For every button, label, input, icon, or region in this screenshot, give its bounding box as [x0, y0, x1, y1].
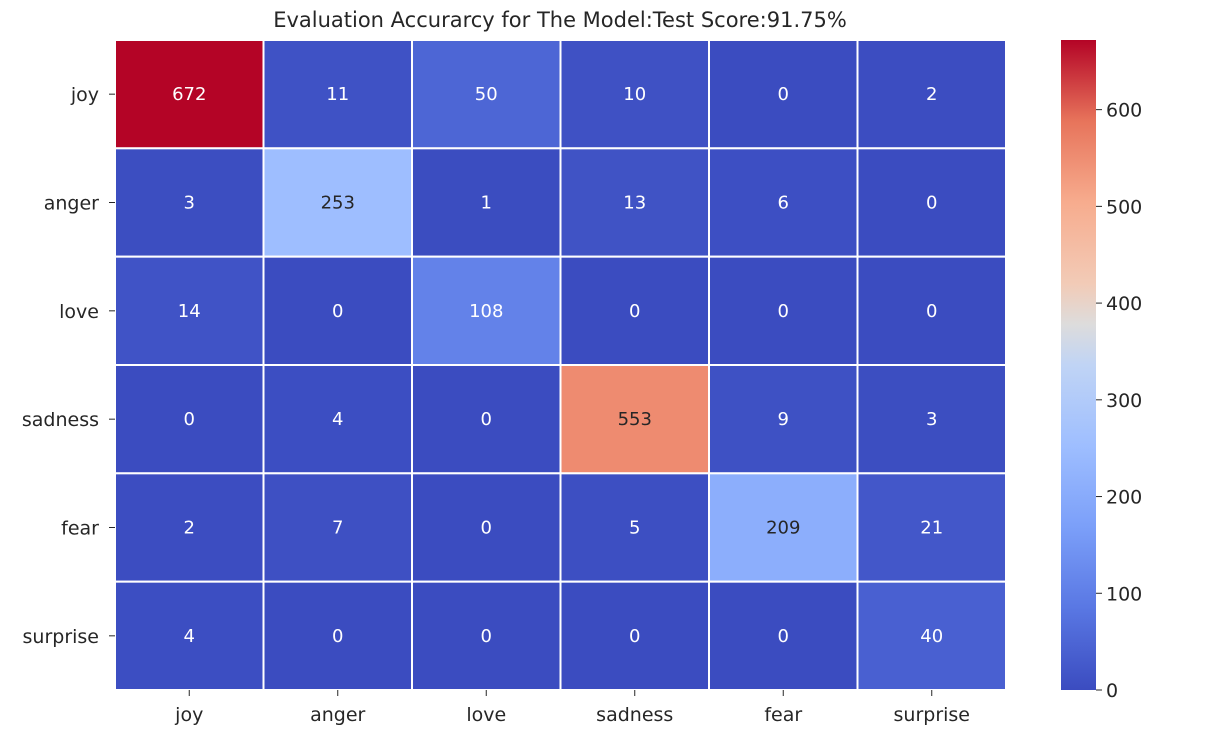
- heatmap-cell-love-sadness: [559, 255, 710, 366]
- x-tick-label-joy: joy: [174, 704, 203, 726]
- cell-value-label: 0: [926, 301, 937, 322]
- x-tick-label-sadness: sadness: [596, 704, 673, 726]
- cell-value-label: 2: [926, 84, 937, 105]
- heatmap-cell-surprise-joy: [114, 580, 265, 692]
- y-tick-label-sadness: sadness: [22, 409, 99, 431]
- heatmap-cell-surprise-surprise: [856, 580, 1007, 692]
- cell-value-label: 1: [481, 193, 492, 214]
- heatmap-cell-anger-sadness: [559, 147, 710, 258]
- cell-value-label: 108: [469, 301, 503, 322]
- colorbar-tick-label: 400: [1106, 293, 1142, 315]
- heatmap-cell-joy-joy: [114, 39, 265, 150]
- colorbar: [1061, 40, 1096, 690]
- x-tick-label-surprise: surprise: [894, 704, 971, 726]
- cell-value-label: 0: [778, 301, 789, 322]
- colorbar-tick-label: 100: [1106, 583, 1142, 605]
- heatmap-cell-anger-anger: [262, 147, 413, 258]
- heatmap-cell-fear-surprise: [856, 472, 1007, 583]
- cell-value-label: 3: [926, 409, 937, 430]
- cell-value-label: 0: [481, 626, 492, 647]
- cell-value-label: 40: [920, 626, 943, 647]
- heatmap-cell-fear-love: [411, 472, 562, 583]
- x-tick-label-fear: fear: [764, 704, 802, 726]
- cell-value-label: 2: [184, 518, 195, 539]
- cell-value-label: 672: [172, 84, 206, 105]
- x-tick-label-love: love: [466, 704, 506, 726]
- heatmap-cell-sadness-anger: [262, 364, 413, 475]
- heatmap-cell-love-surprise: [856, 255, 1007, 366]
- colorbar-tick-label: 300: [1106, 390, 1142, 412]
- cell-value-label: 253: [321, 193, 355, 214]
- cell-value-label: 0: [184, 409, 195, 430]
- cell-value-label: 0: [629, 626, 640, 647]
- colorbar-tick-label: 200: [1106, 487, 1142, 509]
- cell-value-label: 10: [623, 84, 646, 105]
- y-tick-label-surprise: surprise: [23, 626, 100, 648]
- x-tick-label-anger: anger: [310, 704, 365, 726]
- cell-value-label: 9: [778, 409, 789, 430]
- y-axis: joy anger love sadness fear surprise: [22, 84, 115, 648]
- heatmap-cell-sadness-fear: [708, 364, 859, 475]
- cell-value-label: 0: [926, 193, 937, 214]
- cell-value-label: 0: [629, 301, 640, 322]
- x-axis: joy anger love sadness fear surprise: [174, 690, 970, 726]
- y-tick-label-joy: joy: [70, 84, 99, 106]
- cell-value-label: 7: [332, 518, 343, 539]
- cell-value-label: 11: [326, 84, 349, 105]
- y-tick-label-anger: anger: [44, 193, 99, 215]
- y-tick-label-love: love: [59, 301, 99, 323]
- heatmap-cell-anger-surprise: [856, 147, 1007, 258]
- heatmap-cell-love-anger: [262, 255, 413, 366]
- heatmap-cell-joy-love: [411, 39, 562, 150]
- cell-value-label: 4: [184, 626, 195, 647]
- heatmap-cell-fear-joy: [114, 472, 265, 583]
- cell-value-label: 14: [178, 301, 201, 322]
- heatmap-cell-sadness-surprise: [856, 364, 1007, 475]
- cell-value-label: 0: [481, 518, 492, 539]
- cell-value-label: 0: [332, 301, 343, 322]
- cell-value-label: 6: [778, 193, 789, 214]
- heatmap-cell-sadness-joy: [114, 364, 265, 475]
- heatmap-cell-sadness-love: [411, 364, 562, 475]
- y-tick-label-fear: fear: [61, 518, 99, 540]
- cell-value-label: 0: [481, 409, 492, 430]
- cell-value-label: 13: [623, 193, 646, 214]
- heatmap-cell-joy-surprise: [856, 39, 1007, 150]
- cell-value-label: 0: [332, 626, 343, 647]
- cell-value-label: 3: [184, 193, 195, 214]
- colorbar-tick-label: 0: [1106, 680, 1118, 702]
- heatmap-grid: 672 11 50 10 0 23 253 1 13 6 014 0 108 0 0 00 4 0 553 9 32 7 0…: [114, 39, 1007, 692]
- heatmap-cell-sadness-sadness: [559, 364, 710, 475]
- heatmap-cell-joy-sadness: [559, 39, 710, 150]
- chart-title: Evaluation Accurarcy for The Model:Test …: [273, 8, 847, 32]
- cell-value-label: 553: [618, 409, 652, 430]
- cell-value-label: 21: [920, 518, 943, 539]
- cell-value-label: 209: [766, 518, 800, 539]
- colorbar-tick-label: 500: [1106, 196, 1142, 218]
- colorbar-axis: 0 100 200 300 400 500 600: [1096, 100, 1142, 702]
- heatmap-cell-joy-anger: [262, 39, 413, 150]
- cell-value-label: 5: [629, 518, 640, 539]
- heatmap-cell-love-fear: [708, 255, 859, 366]
- cell-value-label: 0: [778, 84, 789, 105]
- heatmap-cell-fear-sadness: [559, 472, 710, 583]
- cell-value-label: 4: [332, 409, 343, 430]
- heatmap-cell-fear-fear: [708, 472, 859, 583]
- colorbar-tick-label: 600: [1106, 100, 1142, 122]
- cell-value-label: 50: [475, 84, 498, 105]
- cell-value-label: 0: [778, 626, 789, 647]
